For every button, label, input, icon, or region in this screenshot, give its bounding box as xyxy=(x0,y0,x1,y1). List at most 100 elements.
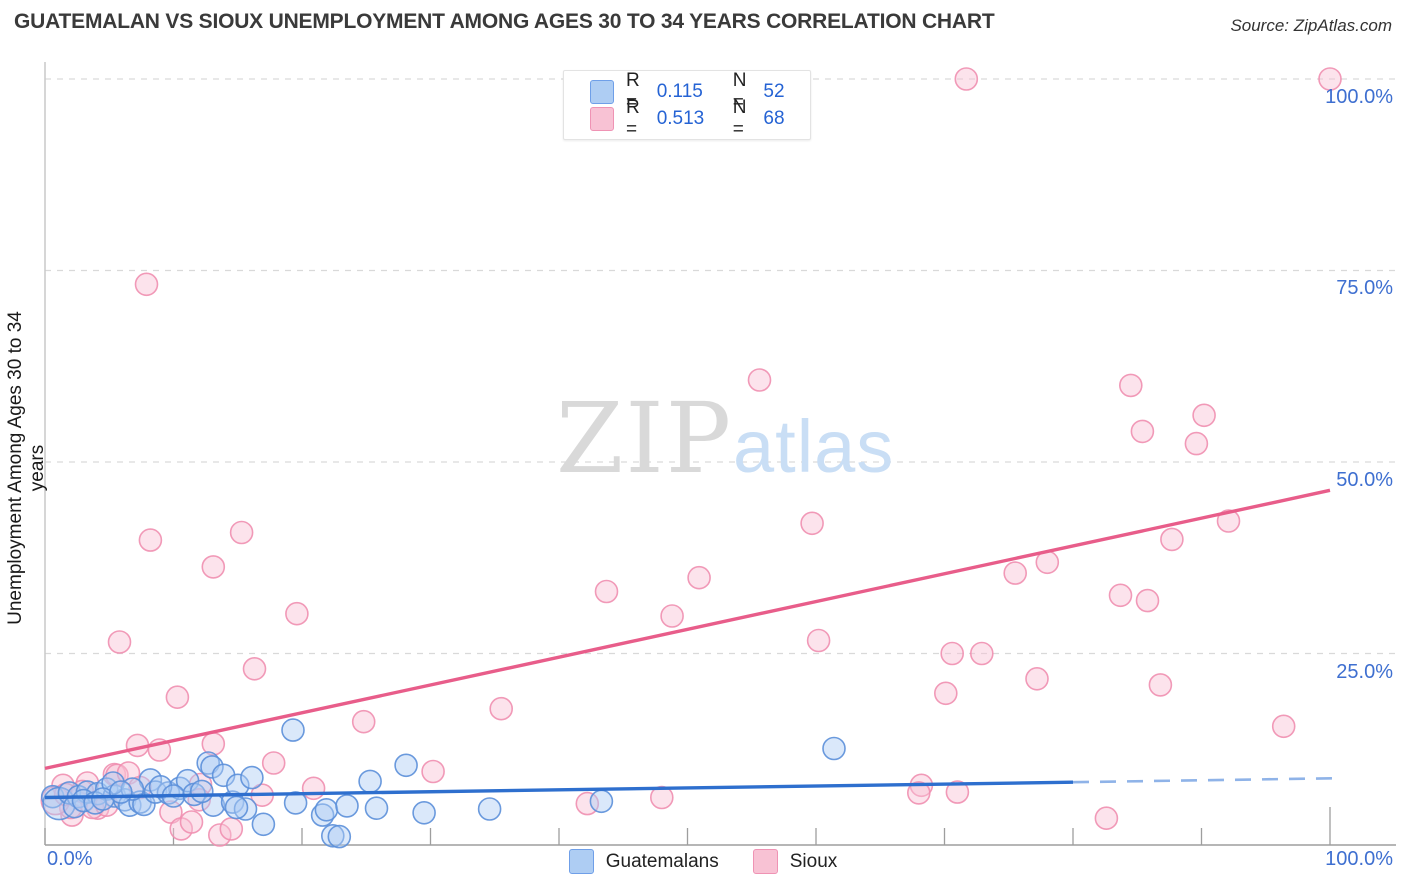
sioux-data-point[interactable] xyxy=(134,272,159,297)
guatemalans-data-point[interactable] xyxy=(200,755,224,779)
sioux-data-point[interactable] xyxy=(1130,419,1155,444)
sioux-data-point[interactable] xyxy=(107,630,132,654)
guatemalans-data-point[interactable] xyxy=(148,774,173,799)
sioux-data-point[interactable] xyxy=(1318,67,1342,91)
r-value: 0.513 xyxy=(656,107,705,129)
sioux-data-point[interactable] xyxy=(1192,403,1216,428)
guatemalans-data-point[interactable] xyxy=(233,797,258,821)
sioux-data-point[interactable] xyxy=(1271,714,1296,739)
sioux-data-point[interactable] xyxy=(421,759,445,784)
legend-item-sioux[interactable]: Sioux xyxy=(752,849,838,874)
guatemalans-data-point[interactable] xyxy=(224,795,249,820)
legend-label: Guatemalans xyxy=(605,850,719,872)
sioux-data-point[interactable] xyxy=(285,601,309,626)
sioux-data-point[interactable] xyxy=(301,776,326,801)
r-label: R = xyxy=(626,96,640,140)
r-label: R = xyxy=(626,69,640,113)
sioux-data-point[interactable] xyxy=(489,696,514,721)
sioux-data-point[interactable] xyxy=(1094,806,1119,831)
x-tick-0: 0.0% xyxy=(47,848,93,870)
sioux-data-point[interactable] xyxy=(649,785,674,810)
n-label: N = xyxy=(732,69,747,113)
sioux-data-point[interactable] xyxy=(1184,431,1209,456)
series-legend: Guatemalans Sioux xyxy=(0,849,1406,874)
legend-row-sioux: R = 0.513 N = 68 xyxy=(590,97,798,140)
r-value: 0.115 xyxy=(656,80,703,102)
sioux-trend-line xyxy=(44,488,1331,771)
sioux-data-point[interactable] xyxy=(687,565,711,590)
sioux-data-point[interactable] xyxy=(945,780,970,804)
sioux-data-point[interactable] xyxy=(594,579,619,604)
sioux-data-point[interactable] xyxy=(1108,583,1133,608)
sioux-data-point[interactable] xyxy=(1135,588,1160,613)
sioux-data-point[interactable] xyxy=(242,656,267,681)
sioux-data-point[interactable] xyxy=(800,511,824,536)
sioux-data-point[interactable] xyxy=(747,368,772,392)
guatemalans-data-point[interactable] xyxy=(477,797,502,821)
sioux-data-point[interactable] xyxy=(1160,527,1184,552)
sioux-data-point[interactable] xyxy=(1119,373,1143,398)
y-tick-100: 100.0% xyxy=(1325,86,1393,108)
sioux-data-point[interactable] xyxy=(806,628,831,653)
legend-label: Sioux xyxy=(789,850,838,872)
sioux-data-point[interactable] xyxy=(201,555,226,579)
sioux-data-point[interactable] xyxy=(1025,666,1049,691)
sioux-swatch-icon xyxy=(752,849,778,874)
guatemalans-data-point[interactable] xyxy=(240,765,264,790)
sioux-data-point[interactable] xyxy=(660,604,684,628)
guatemalans-data-point[interactable] xyxy=(358,769,382,794)
sioux-data-point[interactable] xyxy=(138,528,163,552)
sioux-data-point[interactable] xyxy=(165,685,190,710)
sioux-data-point[interactable] xyxy=(906,781,931,805)
sioux-data-point[interactable] xyxy=(208,823,232,847)
sioux-data-point[interactable] xyxy=(940,641,965,666)
guatemalans-data-point[interactable] xyxy=(71,788,96,813)
sioux-data-point[interactable] xyxy=(229,520,254,545)
guatemalans-data-point[interactable] xyxy=(196,751,220,775)
guatemalans-data-point[interactable] xyxy=(190,779,214,804)
guatemalans-data-point[interactable] xyxy=(281,718,305,742)
n-label: N = xyxy=(732,96,747,140)
guatemalans-trend-line xyxy=(44,780,1074,800)
guatemalans-data-point[interactable] xyxy=(412,800,436,825)
n-value: 68 xyxy=(763,107,785,129)
guatemalans-data-point[interactable] xyxy=(335,794,359,818)
y-tick-50: 50.0% xyxy=(1336,469,1393,491)
legend-item-guatemalans[interactable]: Guatemalans xyxy=(568,849,719,874)
sioux-data-point[interactable] xyxy=(1148,673,1173,697)
sioux-swatch-icon xyxy=(590,106,614,131)
sioux-data-point[interactable] xyxy=(261,751,286,775)
chart-title: GUATEMALAN VS SIOUX UNEMPLOYMENT AMONG A… xyxy=(14,10,995,33)
sioux-data-point[interactable] xyxy=(219,817,244,841)
sioux-data-point[interactable] xyxy=(969,641,994,666)
sioux-data-point[interactable] xyxy=(1216,509,1241,533)
y-tick-25: 25.0% xyxy=(1336,661,1393,683)
guatemalans-data-point[interactable] xyxy=(109,780,133,804)
guatemalans-data-point[interactable] xyxy=(822,736,846,761)
guatemalans-data-point[interactable] xyxy=(589,789,614,814)
guatemalans-data-point[interactable] xyxy=(314,797,339,822)
guatemalans-data-point[interactable] xyxy=(327,824,352,849)
guatemalans-data-point[interactable] xyxy=(283,791,308,815)
y-axis-label: Unemployment Among Ages 30 to 34 years xyxy=(5,311,48,625)
source-attribution: Source: ZipAtlas.com xyxy=(1230,16,1392,35)
legend-row-guatemalans: R = 0.115 N = 52 xyxy=(590,70,798,113)
sioux-data-point[interactable] xyxy=(179,810,204,834)
guatemalans-data-point[interactable] xyxy=(394,753,418,778)
guatemalans-swatch-icon xyxy=(590,79,614,104)
guatemalans-data-point[interactable] xyxy=(364,796,389,821)
sioux-data-point[interactable] xyxy=(351,709,376,734)
x-tick-100: 100.0% xyxy=(1325,848,1393,870)
sioux-data-point[interactable] xyxy=(1003,561,1028,585)
guatemalans-data-point[interactable] xyxy=(251,812,276,837)
guatemalans-data-point[interactable] xyxy=(320,823,345,848)
guatemalans-swatch-icon xyxy=(568,849,594,874)
sioux-data-point[interactable] xyxy=(954,67,979,91)
guatemalans-data-point[interactable] xyxy=(91,787,115,811)
sioux-data-point[interactable] xyxy=(933,681,958,706)
correlation-legend[interactable]: R = 0.115 N = 52 R = 0.513 N = 68 xyxy=(563,70,811,140)
n-value: 52 xyxy=(763,80,785,102)
guatemalans-trend-line-extrapolated xyxy=(1072,776,1337,784)
